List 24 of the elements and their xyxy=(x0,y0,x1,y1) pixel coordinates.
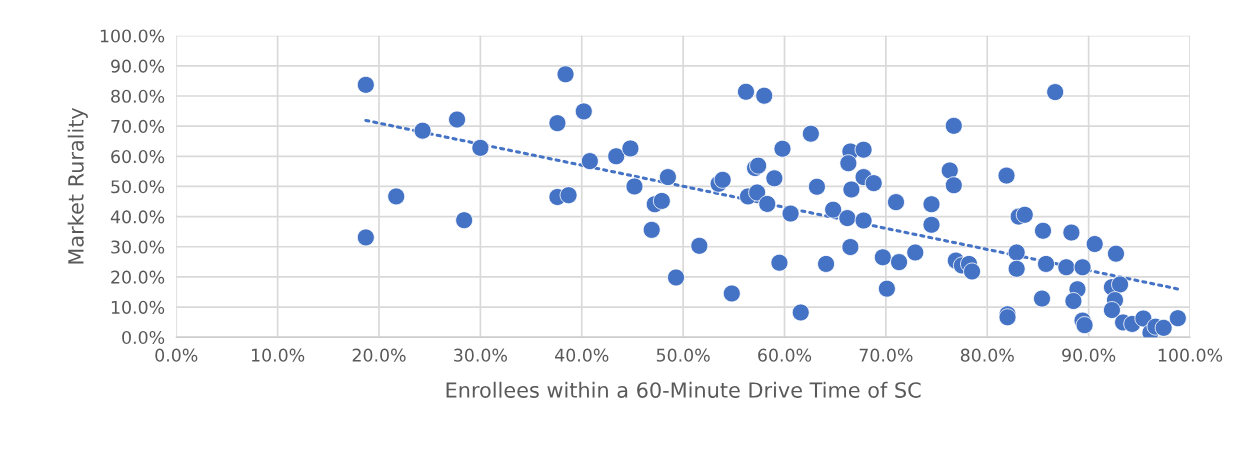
y-tick-label: 70.0% xyxy=(111,119,165,133)
x-tick-label: 90.0% xyxy=(1062,348,1116,362)
x-tick-label: 70.0% xyxy=(859,348,913,362)
x-tick-label: 20.0% xyxy=(352,348,406,362)
y-tick-label: 10.0% xyxy=(111,300,165,314)
y-tick-label: 40.0% xyxy=(110,210,165,224)
y-axis-title: Market Rurality xyxy=(67,107,88,264)
y-tick-label: 30.0% xyxy=(111,240,165,254)
y-tick-label: 90.0% xyxy=(111,59,165,73)
x-tick-label: 0.0% xyxy=(155,348,198,362)
x-axis-title: Enrollees within a 60-Minute Drive Time of SC xyxy=(446,381,921,398)
y-tick-label: 0.0% xyxy=(122,330,165,345)
y-tick-label: 80.0% xyxy=(111,89,165,103)
x-tick-label: 60.0% xyxy=(758,348,812,362)
x-tick-label: 40.0% xyxy=(555,348,609,362)
y-tick-label: 20.0% xyxy=(111,270,165,284)
x-tick-label: 80.0% xyxy=(960,348,1014,362)
y-tick-label: 50.0% xyxy=(111,180,165,194)
x-tick-label: 30.0% xyxy=(454,348,507,362)
x-tick-label: 10.0% xyxy=(251,348,305,362)
y-tick-label: 60.0% xyxy=(111,150,165,164)
x-tick-label: 100.0% xyxy=(1158,348,1223,362)
y-tick-label: 100.0% xyxy=(100,29,165,43)
x-tick-label: 50.0% xyxy=(656,348,710,362)
